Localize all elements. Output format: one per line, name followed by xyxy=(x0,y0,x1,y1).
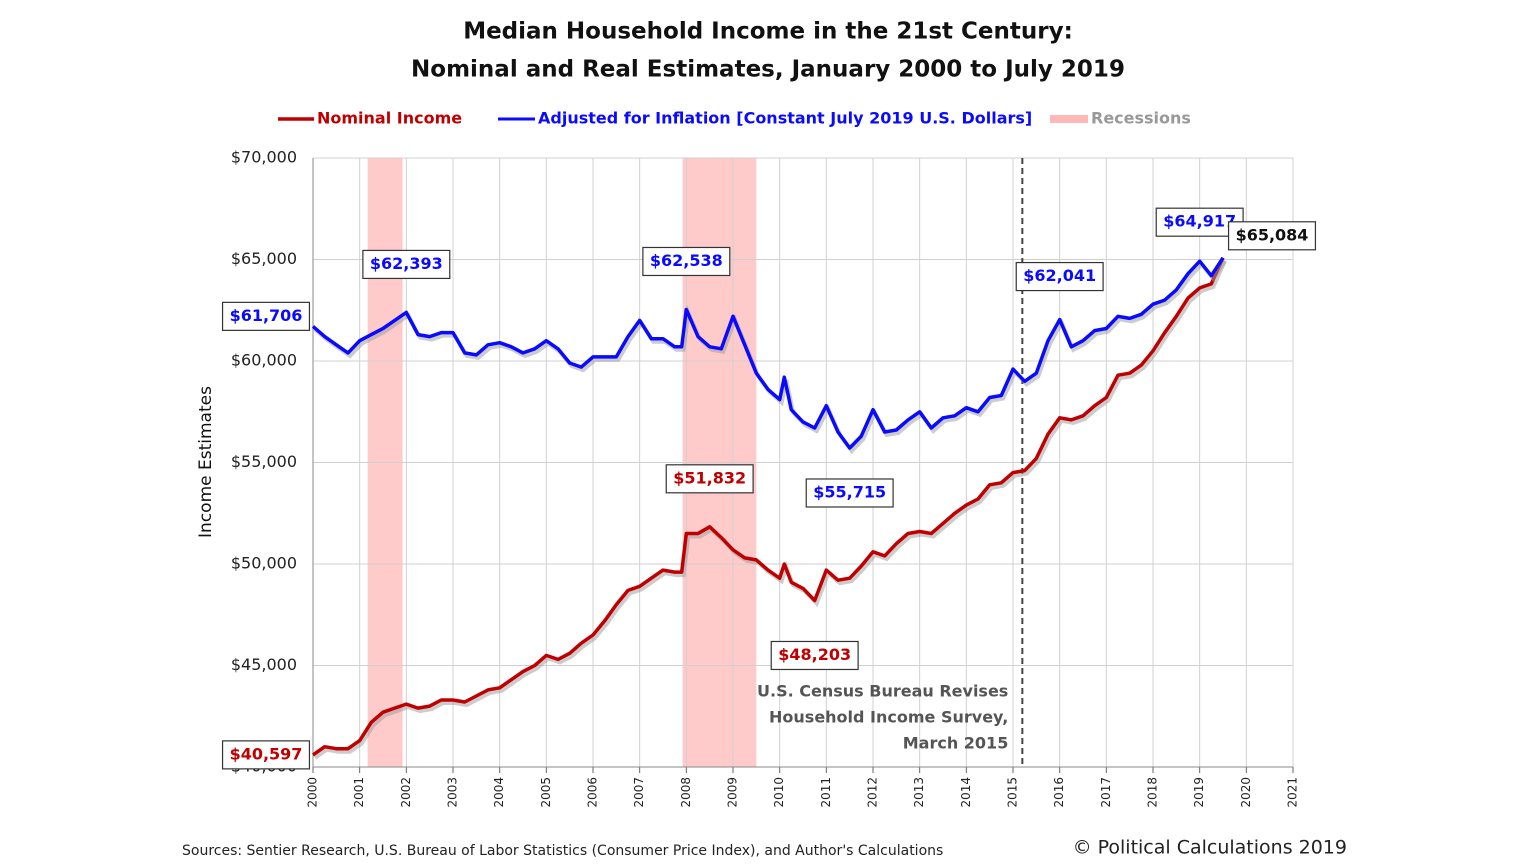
x-tick-label: 2005 xyxy=(539,777,553,808)
callout-label: $55,715 xyxy=(813,482,886,501)
copyright: © Political Calculations 2019 xyxy=(1073,837,1347,859)
revision-note: March 2015 xyxy=(903,734,1009,753)
legend-label: Adjusted for Inflation [Constant July 20… xyxy=(538,109,1032,128)
callout-label: $62,041 xyxy=(1023,266,1096,285)
callout-label: $62,393 xyxy=(370,254,443,273)
callout-label: $64,917 xyxy=(1163,212,1236,231)
revision-note: U.S. Census Bureau Revises xyxy=(757,682,1008,701)
x-tick-label: 2011 xyxy=(819,777,833,808)
x-tick-label: 2014 xyxy=(959,777,973,808)
callout-box xyxy=(221,740,311,770)
revision-note: Household Income Survey, xyxy=(769,708,1008,727)
callout-label: $61,706 xyxy=(230,306,303,325)
x-tick-label: 2013 xyxy=(912,777,926,808)
callout-box xyxy=(1015,261,1104,292)
x-tick-label: 2010 xyxy=(772,777,786,808)
callout-box xyxy=(805,478,894,508)
x-tick-label: 2002 xyxy=(399,777,413,808)
y-tick-label: $45,000 xyxy=(231,655,297,674)
callout-box xyxy=(770,640,859,671)
callout-box xyxy=(1227,221,1317,251)
line xyxy=(311,256,1225,450)
x-tick-label: 2009 xyxy=(726,777,740,808)
x-tick-label: 2003 xyxy=(446,777,460,808)
y-tick-label: $65,000 xyxy=(231,249,297,268)
x-tick-label: 2021 xyxy=(1286,777,1300,808)
x-tick-label: 2019 xyxy=(1192,777,1206,808)
x-tick-label: 2007 xyxy=(632,777,646,808)
callout-box xyxy=(665,464,754,494)
x-tick-label: 2001 xyxy=(352,777,366,808)
y-tick-label: $50,000 xyxy=(231,554,297,573)
x-tick-label: 2000 xyxy=(306,777,320,808)
chart-title: Nominal and Real Estimates, January 2000… xyxy=(411,57,1125,83)
x-tick-label: 2017 xyxy=(1099,777,1113,808)
x-tick-label: 2015 xyxy=(1006,777,1020,808)
chart-title: Median Household Income in the 21st Cent… xyxy=(463,19,1073,45)
y-tick-label: $60,000 xyxy=(231,351,297,370)
x-tick-label: 2008 xyxy=(679,777,693,808)
callout-label: $65,084 xyxy=(1236,225,1309,244)
source: Sources: Sentier Research, U.S. Bureau o… xyxy=(182,843,943,859)
y-tick-label: $70,000 xyxy=(231,148,297,167)
legend-label: Recessions xyxy=(1091,109,1191,128)
x-tick-label: 2012 xyxy=(866,777,880,808)
y-axis-label: Income Estimates xyxy=(196,386,216,538)
y-tick-label: $55,000 xyxy=(231,452,297,471)
callout-label: $62,538 xyxy=(650,251,723,270)
x-tick-label: 2016 xyxy=(1052,777,1066,808)
callout-label: $40,597 xyxy=(230,744,303,763)
x-tick-label: 2006 xyxy=(586,777,600,808)
callout-label: $51,832 xyxy=(673,468,746,487)
x-tick-label: 2018 xyxy=(1146,777,1160,808)
line xyxy=(311,257,1225,757)
callout-box xyxy=(221,301,311,331)
callout-label: $48,203 xyxy=(778,645,851,664)
callout-box xyxy=(362,249,451,280)
x-tick-label: 2020 xyxy=(1239,777,1253,808)
x-tick-label: 2004 xyxy=(492,777,506,808)
legend-label: Nominal Income xyxy=(317,109,462,128)
callout-box xyxy=(642,246,731,277)
